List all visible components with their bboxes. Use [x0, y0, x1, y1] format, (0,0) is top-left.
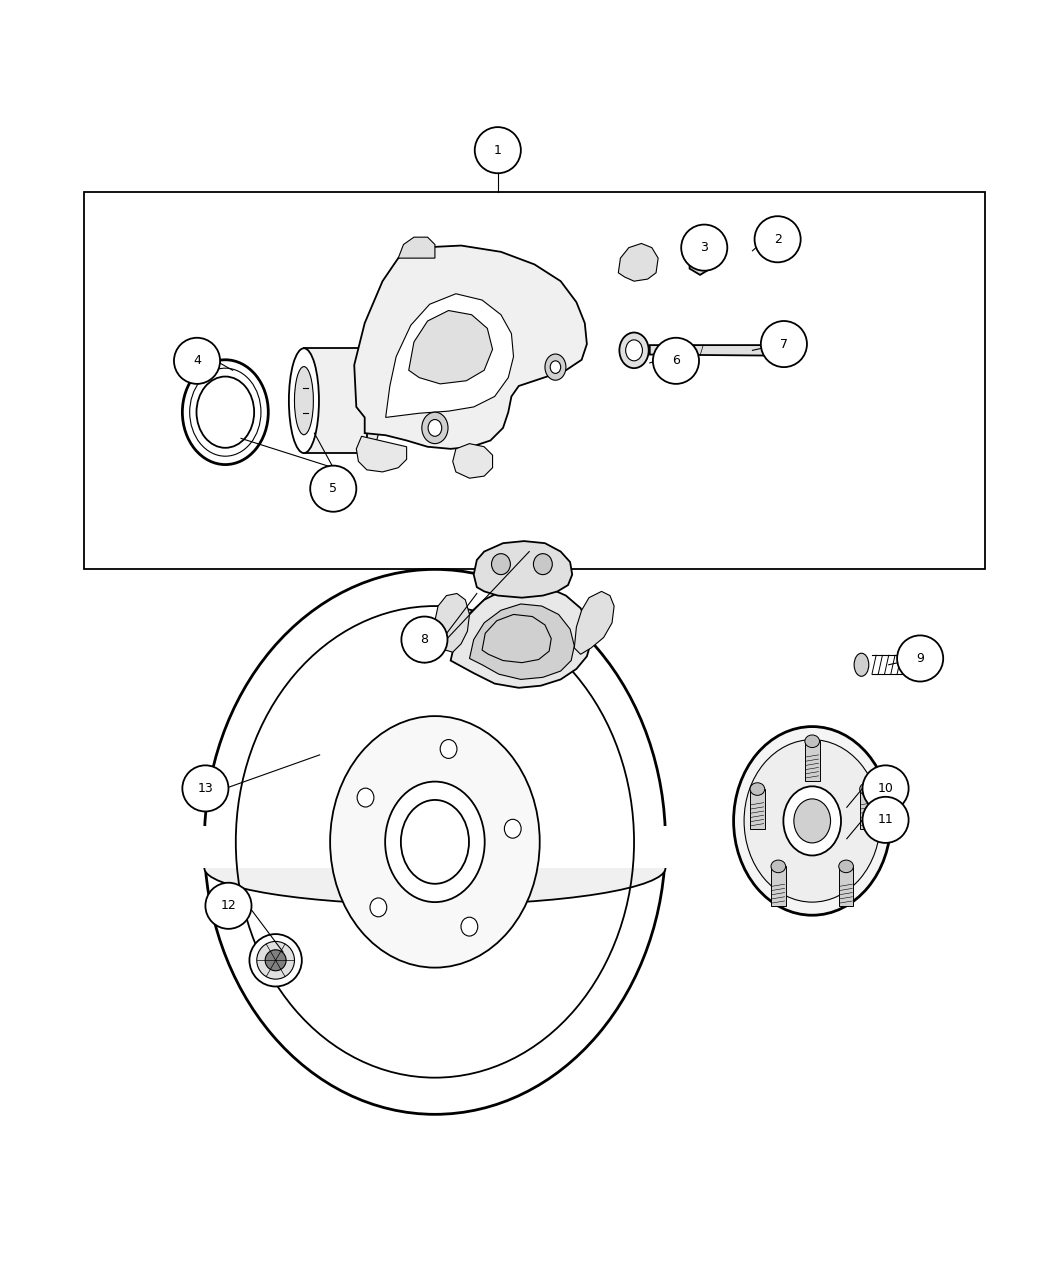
Polygon shape [386, 293, 514, 417]
Circle shape [310, 465, 356, 511]
Circle shape [761, 321, 807, 367]
Polygon shape [838, 867, 853, 907]
Text: 9: 9 [916, 652, 924, 666]
Circle shape [681, 224, 727, 270]
Text: 8: 8 [420, 634, 429, 646]
Polygon shape [805, 741, 820, 782]
Ellipse shape [805, 734, 820, 747]
Circle shape [653, 338, 699, 384]
Circle shape [205, 882, 252, 929]
Text: 5: 5 [329, 482, 337, 495]
Circle shape [863, 765, 909, 811]
Ellipse shape [385, 782, 484, 903]
Polygon shape [690, 241, 711, 275]
Ellipse shape [550, 361, 561, 374]
Polygon shape [771, 867, 786, 907]
Ellipse shape [197, 376, 254, 448]
Circle shape [755, 217, 801, 263]
Circle shape [257, 941, 294, 979]
Ellipse shape [357, 788, 374, 807]
Bar [84, 193, 985, 570]
Circle shape [863, 797, 909, 843]
Text: 6: 6 [672, 354, 680, 367]
Ellipse shape [400, 799, 468, 884]
Ellipse shape [421, 412, 449, 444]
Polygon shape [451, 585, 591, 687]
Polygon shape [470, 604, 574, 680]
Ellipse shape [182, 360, 268, 464]
Polygon shape [650, 346, 778, 356]
Ellipse shape [771, 861, 786, 872]
Ellipse shape [289, 348, 319, 453]
Ellipse shape [461, 917, 478, 936]
Ellipse shape [626, 340, 642, 361]
Ellipse shape [783, 787, 842, 856]
Circle shape [897, 635, 943, 682]
Polygon shape [618, 244, 658, 282]
Text: 7: 7 [780, 338, 788, 351]
Polygon shape [453, 444, 493, 478]
Text: 3: 3 [700, 241, 708, 254]
Polygon shape [304, 348, 367, 453]
Text: 2: 2 [773, 233, 782, 246]
Ellipse shape [770, 338, 791, 363]
Ellipse shape [330, 717, 540, 968]
Polygon shape [398, 237, 435, 258]
Circle shape [174, 338, 220, 384]
Text: 4: 4 [193, 354, 201, 367]
Ellipse shape [504, 820, 521, 838]
Ellipse shape [545, 354, 566, 380]
Polygon shape [354, 246, 587, 449]
Circle shape [182, 765, 228, 811]
Ellipse shape [352, 348, 381, 453]
Ellipse shape [533, 553, 552, 575]
Circle shape [475, 128, 521, 173]
Polygon shape [435, 593, 470, 653]
Ellipse shape [428, 419, 441, 436]
Ellipse shape [370, 898, 387, 917]
Text: 10: 10 [877, 782, 894, 794]
Polygon shape [859, 789, 874, 829]
Text: 12: 12 [220, 899, 237, 913]
Ellipse shape [294, 367, 313, 435]
Ellipse shape [619, 333, 649, 368]
Ellipse shape [440, 740, 457, 759]
Text: 13: 13 [197, 782, 214, 794]
Circle shape [401, 617, 447, 663]
Polygon shape [750, 789, 765, 829]
Ellipse shape [859, 783, 874, 796]
Ellipse shape [204, 831, 665, 905]
Ellipse shape [204, 570, 665, 1114]
Circle shape [265, 950, 286, 970]
Ellipse shape [744, 740, 880, 903]
Bar [194, 826, 676, 868]
Polygon shape [409, 311, 493, 384]
Polygon shape [474, 541, 572, 598]
Ellipse shape [734, 727, 891, 915]
Polygon shape [356, 436, 407, 472]
Ellipse shape [838, 861, 853, 872]
Ellipse shape [492, 553, 510, 575]
Polygon shape [574, 592, 614, 654]
Ellipse shape [794, 799, 831, 843]
Circle shape [249, 935, 302, 987]
Ellipse shape [854, 653, 869, 676]
Text: 11: 11 [877, 813, 894, 826]
Text: 1: 1 [494, 144, 502, 157]
Ellipse shape [750, 783, 765, 796]
